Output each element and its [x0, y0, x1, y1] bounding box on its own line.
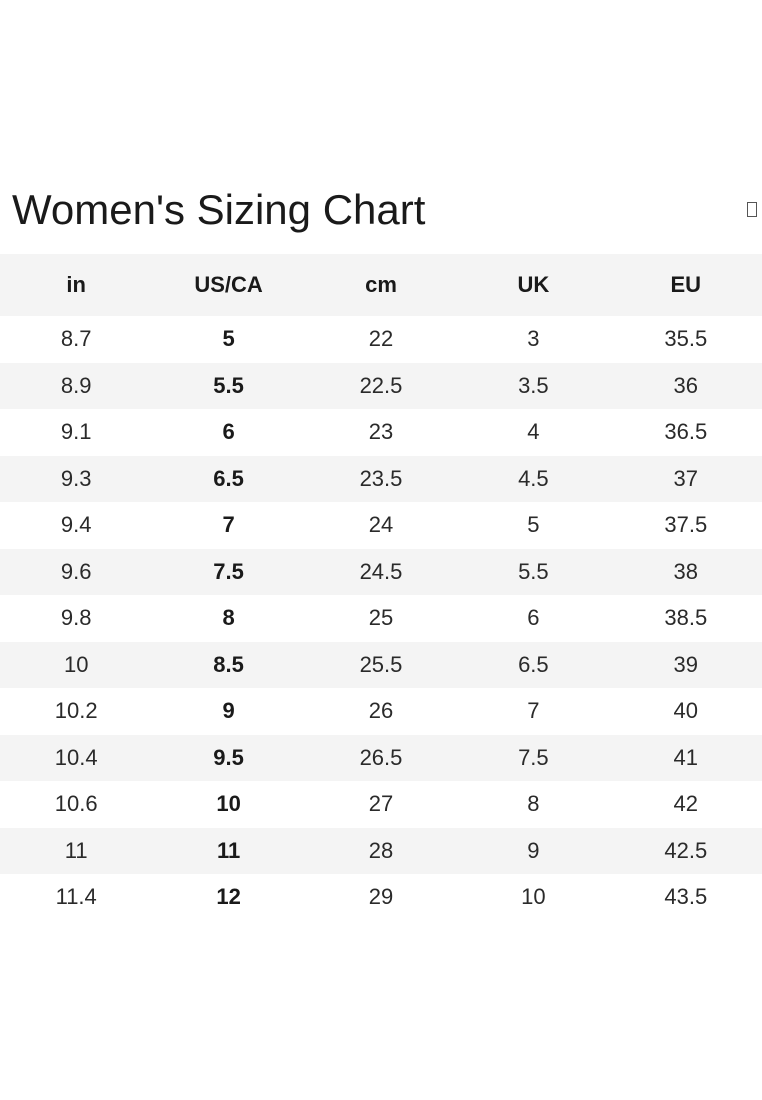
- cell-uk: 4.5: [457, 455, 610, 502]
- column-header-in: in: [0, 254, 153, 316]
- cell-eu: 43.5: [609, 874, 762, 921]
- cell-eu: 40: [609, 688, 762, 735]
- cell-us-ca: 12: [152, 874, 305, 921]
- cell-in: 9.8: [0, 595, 153, 642]
- table-row: 9.8 8 25 6 38.5: [0, 595, 762, 642]
- cell-us-ca: 10: [152, 781, 305, 828]
- page-title: Women's Sizing Chart: [12, 186, 426, 233]
- cell-us-ca: 8: [152, 595, 305, 642]
- cell-uk: 8: [457, 781, 610, 828]
- table-row: 9.4 7 24 5 37.5: [0, 502, 762, 549]
- cell-cm: 23.5: [304, 455, 458, 502]
- cell-cm: 22: [304, 316, 458, 363]
- cell-cm: 26.5: [304, 734, 458, 781]
- cell-eu: 42: [609, 781, 762, 828]
- cell-in: 8.9: [0, 362, 153, 409]
- cell-eu: 36: [609, 362, 762, 409]
- cell-eu: 39: [609, 641, 762, 688]
- cell-cm: 28: [304, 827, 458, 874]
- column-header-cm: cm: [304, 254, 458, 316]
- cell-eu: 37: [609, 455, 762, 502]
- cell-in: 9.1: [0, 409, 153, 456]
- cell-in: 9.4: [0, 502, 153, 549]
- table-row: 10 8.5 25.5 6.5 39: [0, 641, 762, 688]
- cell-eu: 38: [609, 548, 762, 595]
- table-body: 8.7 5 22 3 35.5 8.9 5.5 22.5 3.5 36 9.1 6 23 4 36.5 9.3…: [0, 316, 762, 921]
- cell-uk: 7: [457, 688, 610, 735]
- cell-cm: 26: [304, 688, 458, 735]
- cell-eu: 35.5: [609, 316, 762, 363]
- column-header-eu: EU: [609, 254, 762, 316]
- cell-in: 10: [0, 641, 153, 688]
- cell-uk: 4: [457, 409, 610, 456]
- cell-uk: 3.5: [457, 362, 610, 409]
- cell-in: 11: [0, 827, 153, 874]
- cell-us-ca: 7: [152, 502, 305, 549]
- cell-us-ca: 8.5: [152, 641, 305, 688]
- table-row: 9.1 6 23 4 36.5: [0, 409, 762, 456]
- cell-eu: 42.5: [609, 827, 762, 874]
- cell-us-ca: 5.5: [152, 362, 305, 409]
- cell-uk: 7.5: [457, 734, 610, 781]
- size-chart-table: in US/CA cm UK EU 8.7 5 22 3 35.5 8.9 5.5 22.5 3…: [0, 254, 762, 921]
- table-row: 11.4 12 29 10 43.5: [0, 874, 762, 921]
- cell-in: 11.4: [0, 874, 153, 921]
- cell-us-ca: 9.5: [152, 734, 305, 781]
- cell-eu: 37.5: [609, 502, 762, 549]
- table-row: 10.6 10 27 8 42: [0, 781, 762, 828]
- cell-uk: 9: [457, 827, 610, 874]
- cell-uk: 6.5: [457, 641, 610, 688]
- cell-us-ca: 6.5: [152, 455, 305, 502]
- cell-cm: 25.5: [304, 641, 458, 688]
- cell-uk: 6: [457, 595, 610, 642]
- cell-in: 8.7: [0, 316, 153, 363]
- column-header-uk: UK: [457, 254, 610, 316]
- cell-us-ca: 11: [152, 827, 305, 874]
- cell-uk: 3: [457, 316, 610, 363]
- cell-in: 10.2: [0, 688, 153, 735]
- table-header-row: in US/CA cm UK EU: [0, 254, 762, 316]
- cell-cm: 24.5: [304, 548, 458, 595]
- cell-us-ca: 5: [152, 316, 305, 363]
- cell-eu: 38.5: [609, 595, 762, 642]
- table-row: 10.2 9 26 7 40: [0, 688, 762, 735]
- cell-cm: 25: [304, 595, 458, 642]
- cell-uk: 5: [457, 502, 610, 549]
- close-icon[interactable]: [747, 202, 757, 217]
- cell-cm: 27: [304, 781, 458, 828]
- cell-cm: 29: [304, 874, 458, 921]
- cell-cm: 23: [304, 409, 458, 456]
- cell-cm: 24: [304, 502, 458, 549]
- cell-in: 9.6: [0, 548, 153, 595]
- cell-in: 10.6: [0, 781, 153, 828]
- cell-uk: 5.5: [457, 548, 610, 595]
- cell-in: 9.3: [0, 455, 153, 502]
- table-row: 10.4 9.5 26.5 7.5 41: [0, 734, 762, 781]
- cell-uk: 10: [457, 874, 610, 921]
- table-row: 8.9 5.5 22.5 3.5 36: [0, 362, 762, 409]
- table-row: 8.7 5 22 3 35.5: [0, 316, 762, 363]
- column-header-us-ca: US/CA: [152, 254, 305, 316]
- table-row: 9.6 7.5 24.5 5.5 38: [0, 548, 762, 595]
- cell-in: 10.4: [0, 734, 153, 781]
- cell-us-ca: 9: [152, 688, 305, 735]
- cell-eu: 41: [609, 734, 762, 781]
- cell-cm: 22.5: [304, 362, 458, 409]
- cell-eu: 36.5: [609, 409, 762, 456]
- cell-us-ca: 7.5: [152, 548, 305, 595]
- cell-us-ca: 6: [152, 409, 305, 456]
- table-row: 11 11 28 9 42.5: [0, 827, 762, 874]
- table-row: 9.3 6.5 23.5 4.5 37: [0, 455, 762, 502]
